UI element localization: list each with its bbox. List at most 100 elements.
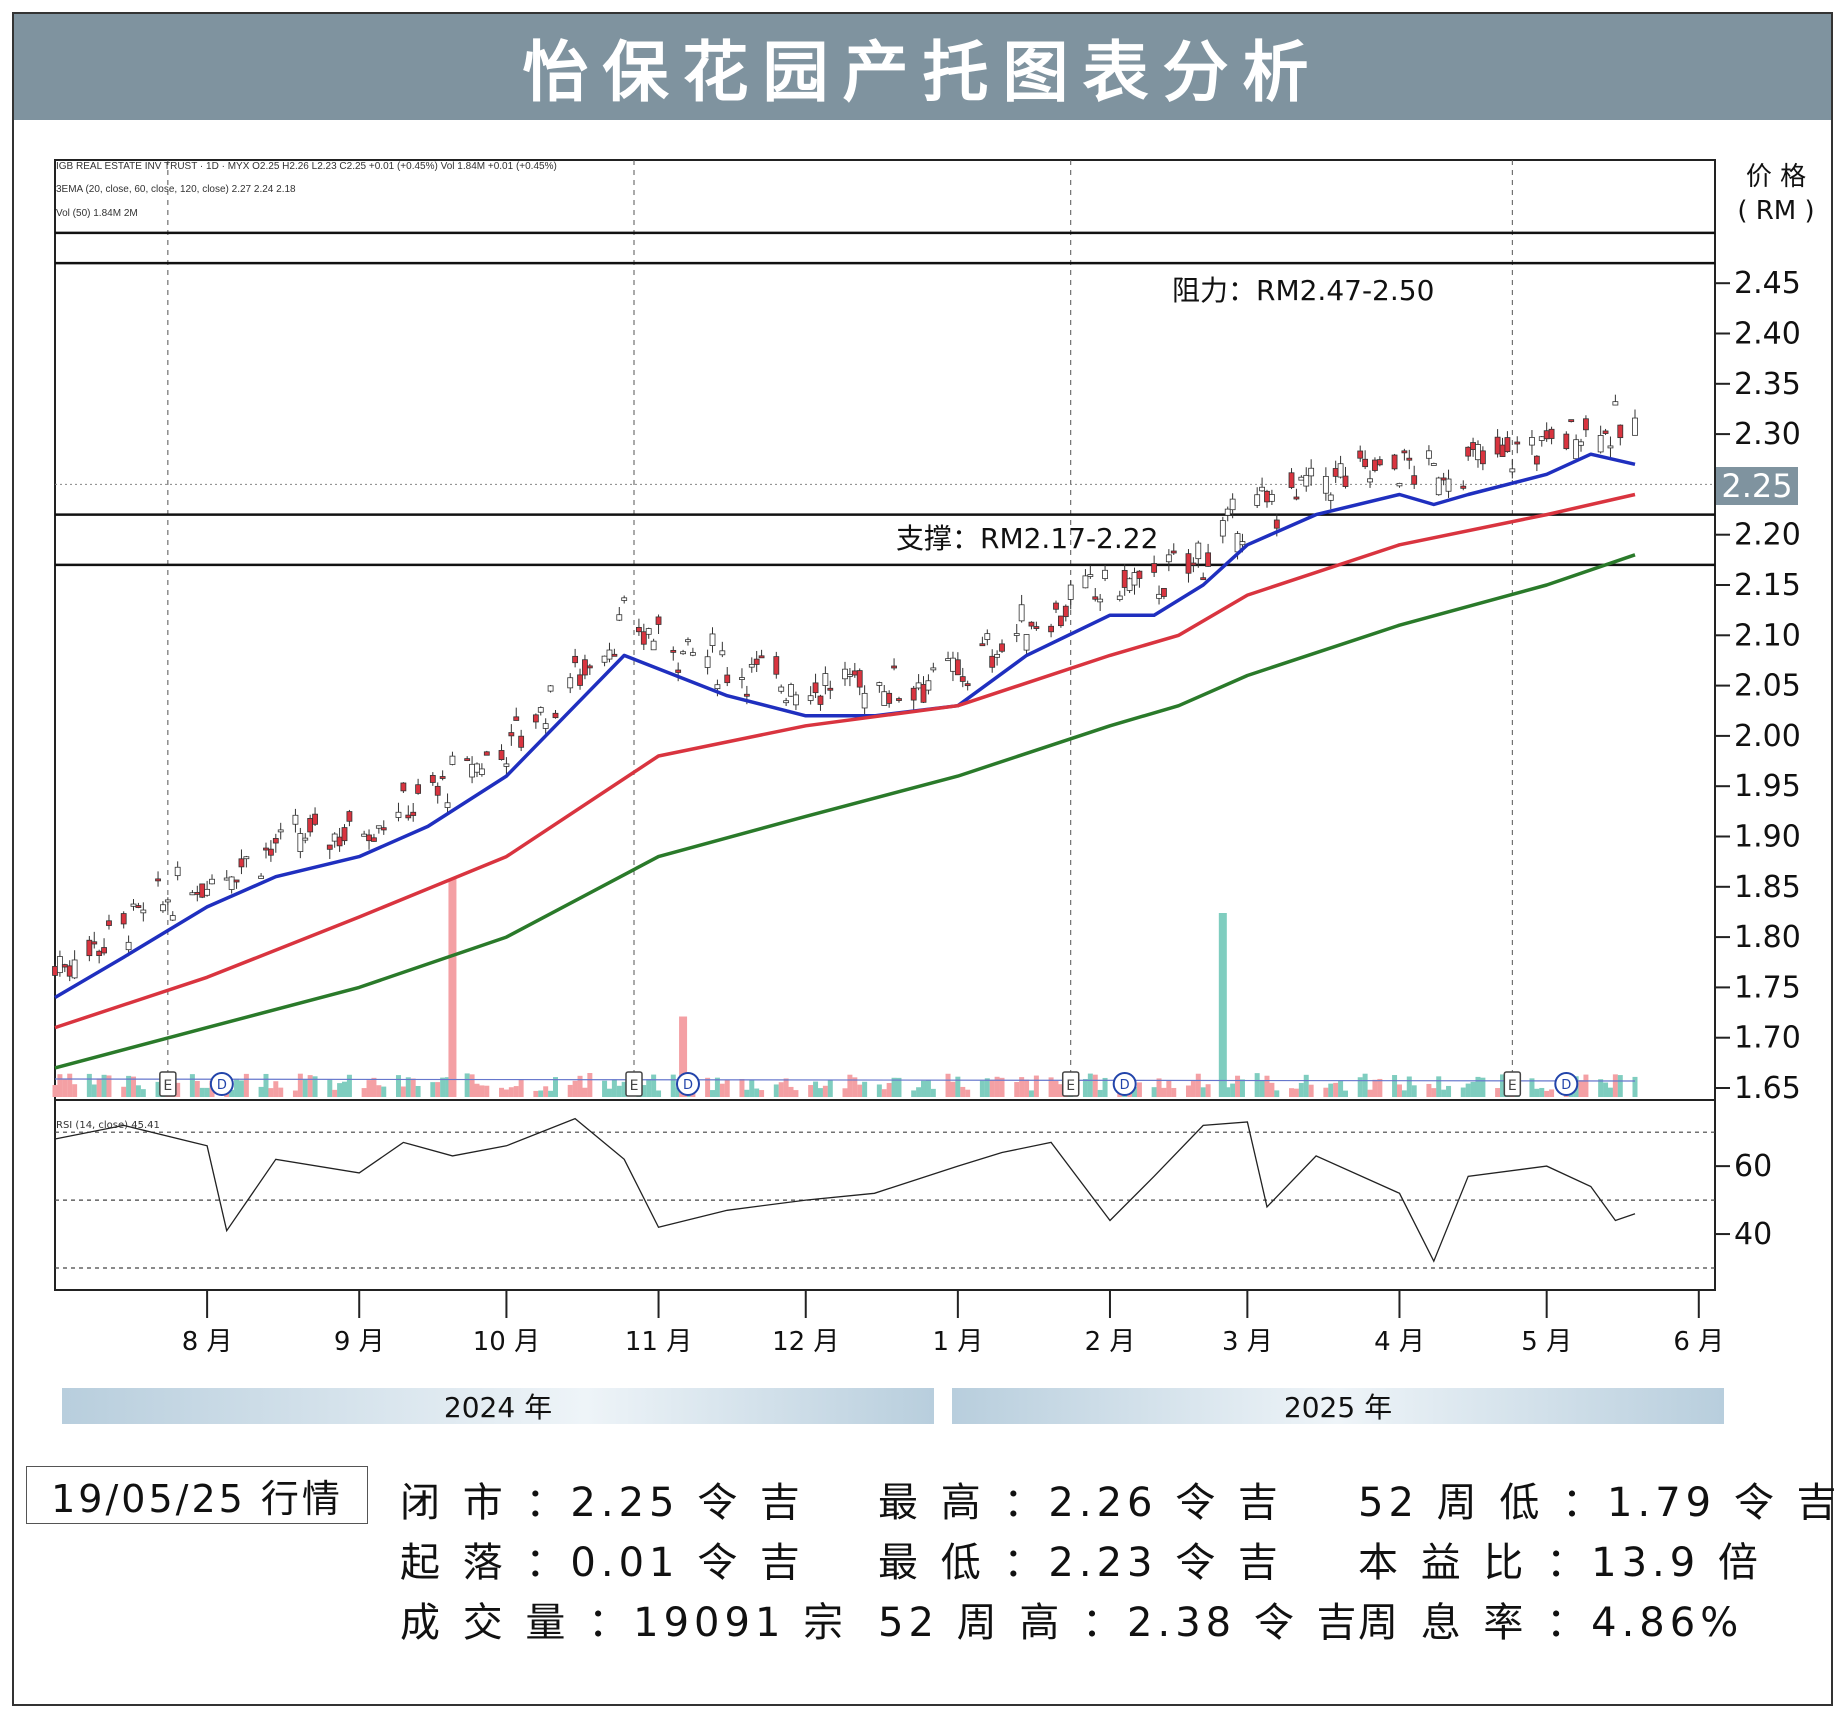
volume-bar: [852, 1077, 858, 1097]
candle-body: [1475, 444, 1481, 461]
candle-body: [297, 833, 304, 852]
volume-bar: [656, 1090, 662, 1097]
candle-body: [415, 784, 422, 794]
candle-body: [91, 941, 98, 945]
month-label: 3 月: [1222, 1327, 1273, 1357]
volume-bar: [1235, 1075, 1241, 1097]
candle-body: [1303, 474, 1310, 487]
candle-body: [1533, 455, 1540, 465]
volume-bar: [813, 1081, 819, 1097]
candle-body: [1234, 533, 1241, 553]
volume-bar: [567, 1084, 573, 1097]
candle-body: [1583, 418, 1589, 431]
candle-body: [547, 685, 554, 692]
volume-bar: [508, 1087, 514, 1097]
candle-body: [1396, 482, 1403, 487]
candle-body: [1308, 467, 1315, 477]
candle-body: [925, 680, 932, 691]
candle-body: [822, 673, 829, 686]
candle-body: [1509, 468, 1516, 473]
volume-bar: [1274, 1090, 1280, 1097]
candle-body: [1612, 401, 1619, 406]
volume-bar: [994, 1076, 1000, 1097]
volume-bar: [1367, 1089, 1373, 1097]
candle-body: [1165, 554, 1172, 563]
candle-body: [1573, 439, 1580, 460]
volume-bar: [817, 1088, 823, 1097]
volume-bar: [533, 1090, 539, 1097]
candle-body: [1563, 433, 1570, 450]
candle-body: [326, 844, 333, 850]
volume-bar: [484, 1085, 490, 1097]
earnings-marker: [1061, 1071, 1080, 1097]
candle-body: [743, 693, 750, 697]
volume-bar: [724, 1080, 730, 1097]
rsi-plot-area: [54, 1099, 1716, 1291]
candle-body: [748, 664, 755, 668]
candle-body: [1126, 578, 1133, 591]
volume-bar: [1436, 1076, 1442, 1097]
year-bar-2024: 2024 年: [62, 1388, 934, 1424]
candle-body: [449, 755, 456, 765]
candle-body: [685, 639, 691, 643]
candle-body: [361, 833, 368, 837]
volume-bar: [121, 1086, 127, 1097]
candle-body: [57, 956, 63, 974]
candle-body: [773, 656, 780, 675]
volume-bar: [1406, 1076, 1412, 1097]
volume-bar: [518, 1079, 524, 1097]
volume-bar: [1465, 1083, 1471, 1097]
candle-body: [204, 888, 211, 896]
dividend-marker: [675, 1072, 700, 1096]
volume-bar: [1411, 1085, 1417, 1097]
dividend-marker-label: D: [217, 1078, 227, 1093]
candle-body: [788, 684, 794, 697]
stat-volume: 成 交 量 ：19091 宗: [400, 1600, 849, 1646]
volume-bar: [1612, 1074, 1618, 1097]
volume-ma-line: [54, 1078, 1636, 1082]
candle-body: [1376, 459, 1383, 466]
volume-bar: [1097, 1089, 1103, 1097]
price-tick-label: 2.00: [1734, 719, 1801, 754]
volume-bar: [268, 1088, 274, 1097]
candle-body: [125, 941, 132, 951]
candle-body: [1205, 552, 1212, 567]
candle-body: [680, 651, 686, 655]
volume-bar: [376, 1085, 382, 1097]
volume-bar: [891, 1077, 897, 1097]
date-label: 19/05/25 行情: [26, 1466, 368, 1524]
volume-bar: [1298, 1082, 1304, 1097]
candle-body: [586, 665, 593, 669]
candle-body: [1632, 417, 1638, 436]
volume-bar: [739, 1079, 745, 1097]
candle-body: [263, 847, 269, 851]
volume-bar: [1230, 1083, 1236, 1097]
candle-body: [1342, 475, 1349, 487]
ema-line-ema-20: [54, 452, 1636, 1000]
current-price-label: 2.25: [1721, 467, 1792, 505]
candle-body: [1465, 446, 1472, 457]
candle-body: [945, 658, 951, 662]
volume-bar: [72, 1084, 78, 1097]
candle-body: [1018, 604, 1025, 622]
candle-body: [621, 597, 628, 601]
volume-bar: [464, 1073, 470, 1097]
rsi-line: [54, 1117, 1636, 1263]
volume-bar: [1617, 1075, 1623, 1097]
candle-body: [1332, 468, 1339, 477]
volume-bar: [857, 1084, 863, 1097]
candle-body: [950, 657, 956, 672]
candle-body: [1136, 570, 1143, 579]
candle-body: [400, 782, 407, 792]
volume-bar: [366, 1080, 372, 1097]
candle-body: [1058, 615, 1064, 627]
volume-bar: [587, 1073, 593, 1097]
volume-bar: [714, 1077, 720, 1097]
candle-body: [984, 633, 991, 640]
volume-bar: [1185, 1085, 1191, 1097]
volume-bar: [1441, 1089, 1447, 1097]
volume-bar: [474, 1083, 480, 1097]
volume-bar: [1328, 1083, 1334, 1097]
candle-body: [778, 686, 785, 692]
volume-bar: [1195, 1073, 1201, 1097]
